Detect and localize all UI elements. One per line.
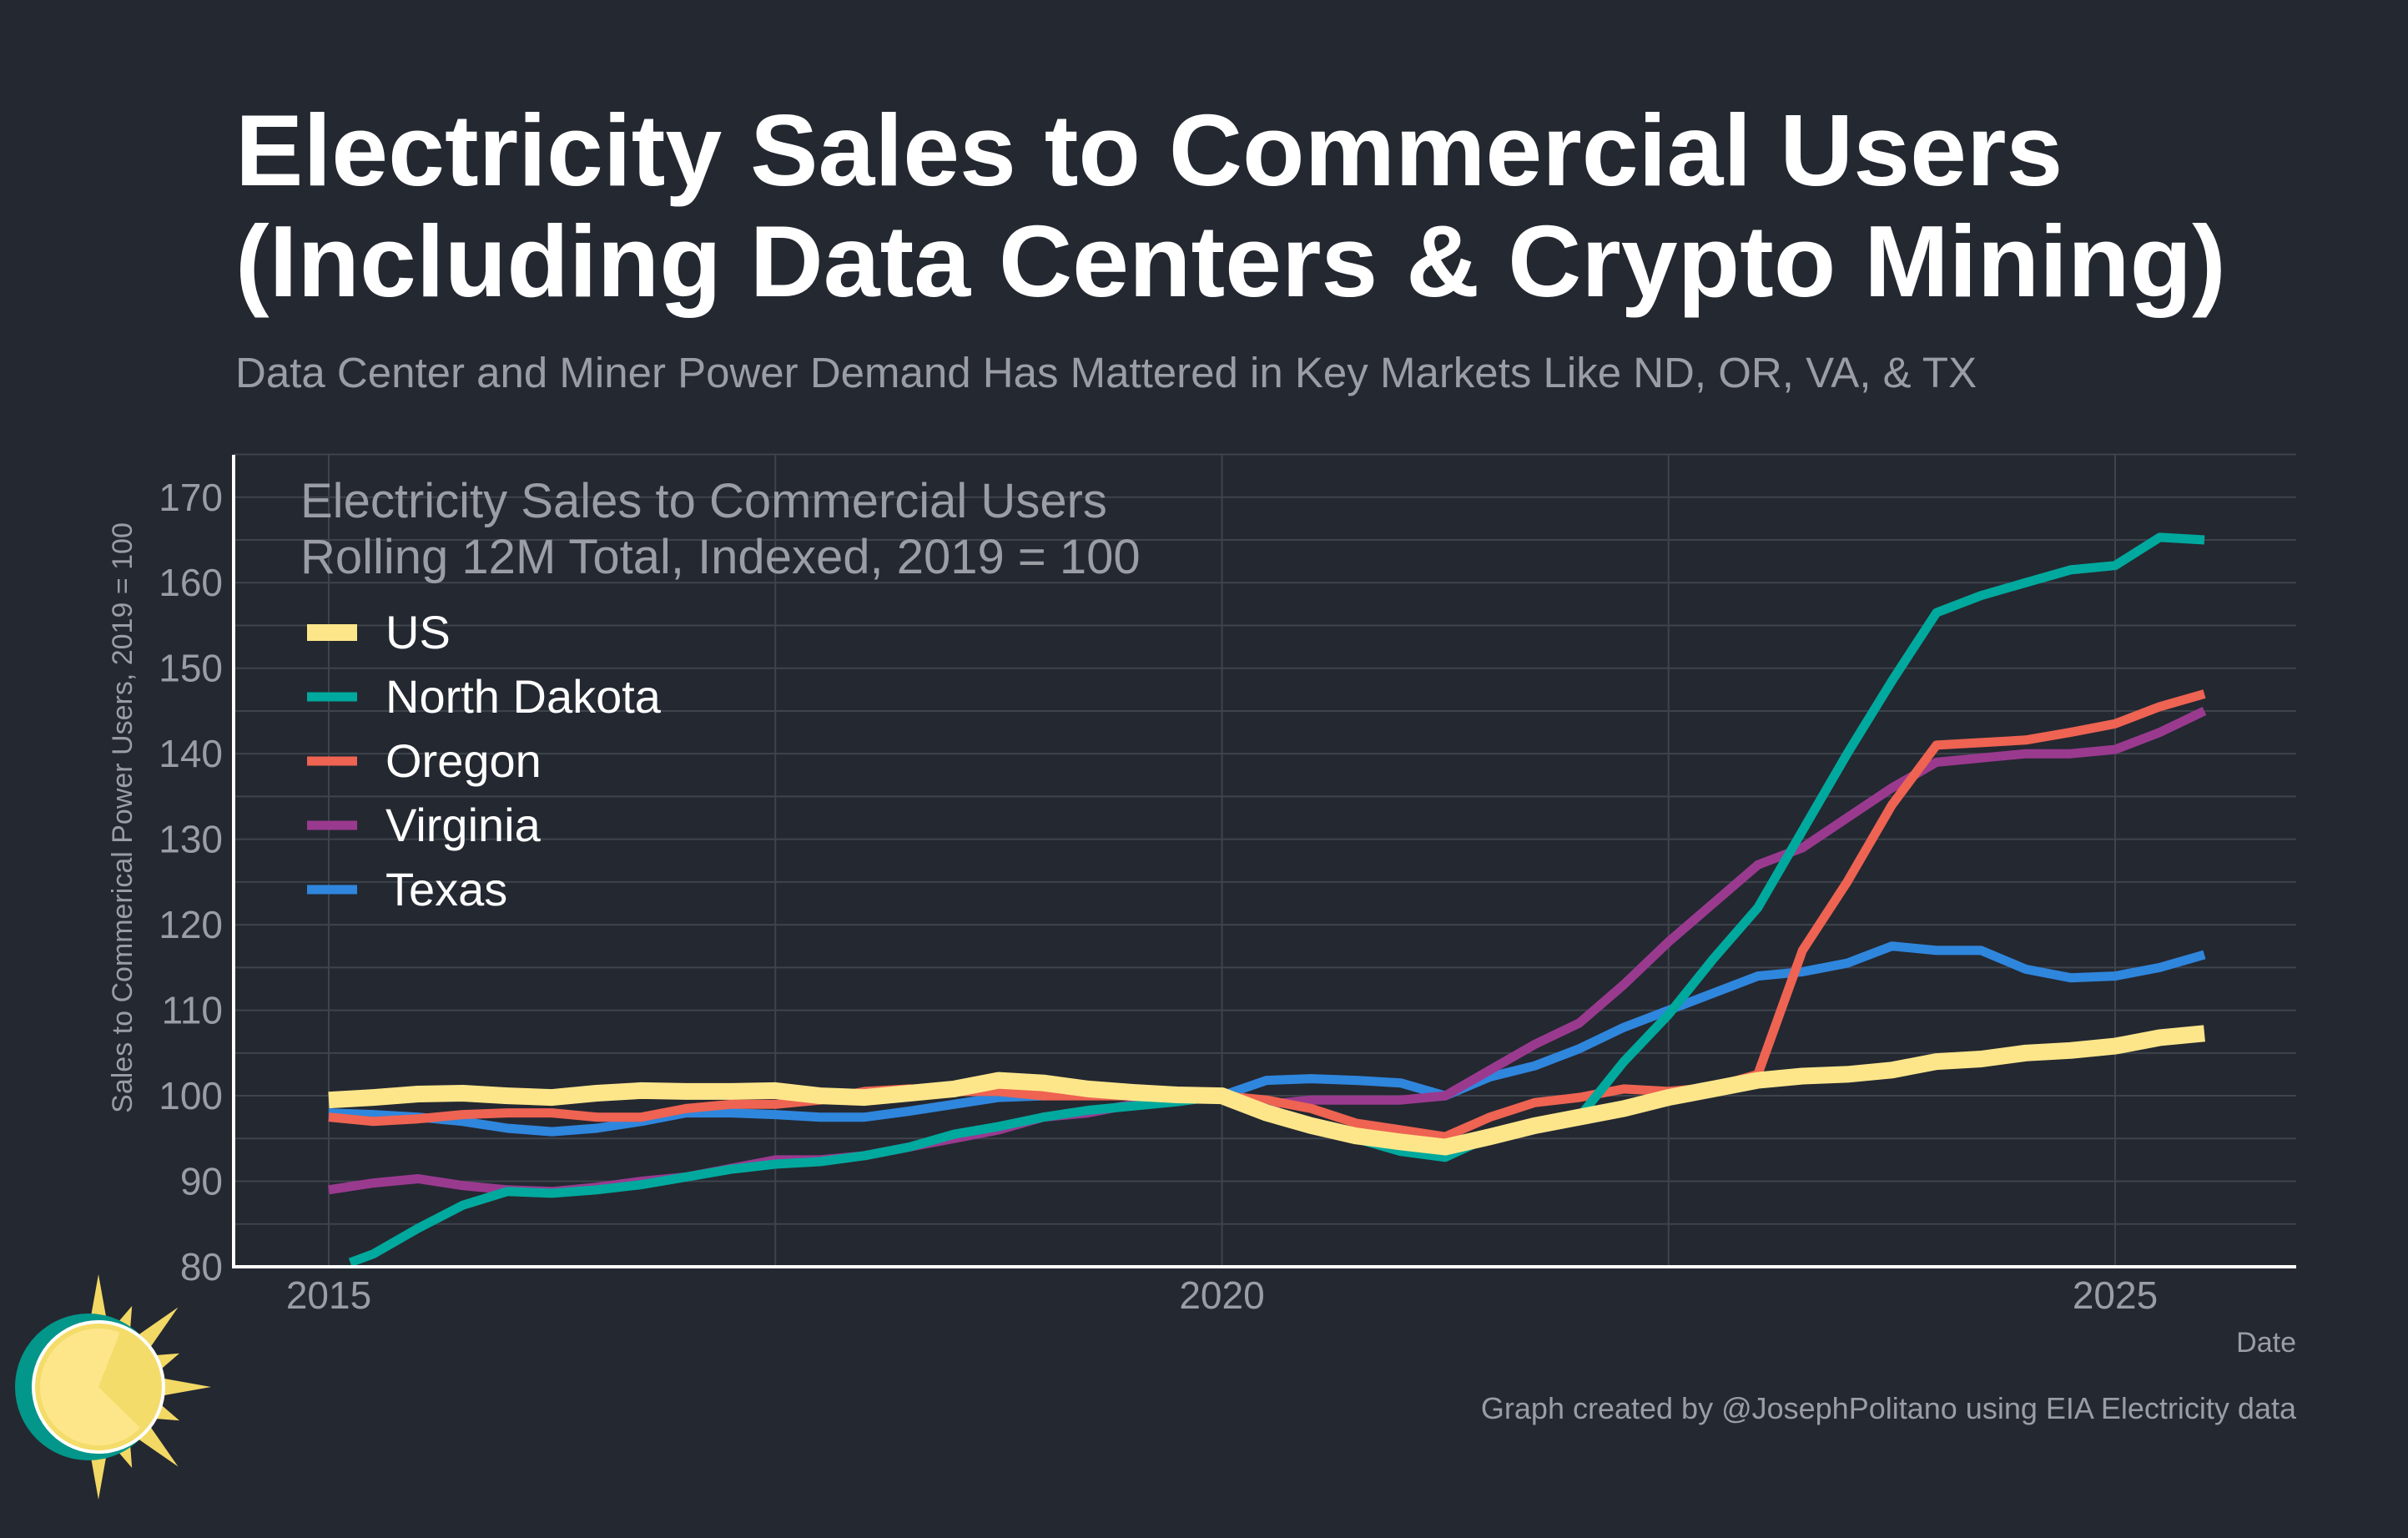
chart-inner-subtitle: Rolling 12M Total, Indexed, 2019 = 100 [300,530,1141,584]
x-tick-label: 2025 [2073,1273,2158,1317]
x-tick-label: 2020 [1179,1273,1264,1317]
series-line-north-dakota [348,532,2205,1268]
legend-label: Texas [385,863,507,915]
title-line-1: Electricity Sales to Commercial Users [235,93,2063,207]
gridlines [234,453,2296,1267]
legend-label: US [385,606,451,658]
subtitle: Data Center and Miner Power Demand Has M… [235,349,1977,396]
y-axis-label: Sales to Commerical Power Users, 2019 = … [107,522,139,1113]
y-tick-label: 80 [180,1245,223,1288]
y-tick-label: 90 [180,1160,223,1203]
legend-label: Oregon [385,734,542,787]
y-tick-label: 170 [159,476,223,519]
series-lines [328,532,2207,1268]
legend-label: Virginia [385,799,542,851]
y-tick-label: 150 [159,647,223,690]
x-tick-labels: 2015 2020 2025 [286,1273,2158,1317]
x-tick-label: 2015 [286,1273,371,1317]
y-tick-label: 140 [159,732,223,775]
y-tick-label: 100 [159,1074,223,1117]
y-tick-label: 110 [162,989,223,1032]
y-tick-label: 120 [159,903,223,946]
sun-logo-icon [15,1274,211,1500]
title-line-2: (Including Data Centers & Crypto Mining) [235,204,2226,318]
series-line-us [328,1025,2205,1156]
legend: US North Dakota Oregon Virginia Texas [307,606,662,915]
y-tick-labels: 80 90 100 110 120 130 140 150 160 170 [159,476,223,1288]
y-tick-label: 130 [159,818,223,861]
x-axis-label: Date [2236,1327,2296,1359]
credit: Graph created by @JosephPolitano using E… [1481,1391,2297,1425]
series-line-oregon [328,689,2206,1142]
chart-inner-title: Electricity Sales to Commercial Users [300,474,1107,528]
y-tick-label: 160 [159,561,223,604]
legend-label: North Dakota [385,670,662,723]
